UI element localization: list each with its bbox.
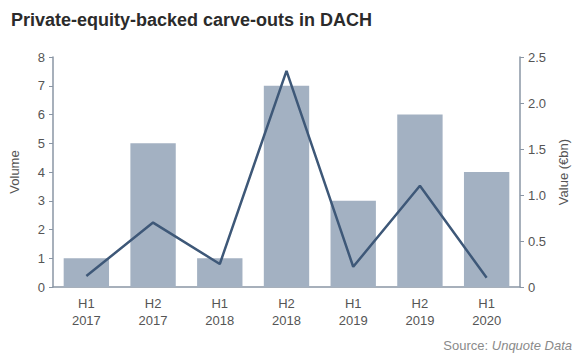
svg-text:Value (€bn): Value (€bn)	[556, 139, 571, 205]
svg-text:6: 6	[38, 107, 45, 122]
svg-text:H1: H1	[478, 296, 495, 311]
svg-text:2: 2	[38, 222, 45, 237]
svg-text:Source:: Source:	[443, 338, 491, 353]
svg-text:7: 7	[38, 78, 45, 93]
svg-text:2017: 2017	[139, 313, 168, 328]
svg-text:2018: 2018	[205, 313, 234, 328]
svg-text:2018: 2018	[272, 313, 301, 328]
svg-text:5: 5	[38, 136, 45, 151]
svg-text:H1: H1	[345, 296, 362, 311]
svg-text:H2: H2	[412, 296, 429, 311]
svg-text:8: 8	[38, 50, 45, 65]
svg-text:2.0: 2.0	[528, 96, 546, 111]
svg-text:H1: H1	[78, 296, 95, 311]
svg-text:2.5: 2.5	[528, 50, 546, 65]
svg-text:Volume: Volume	[7, 150, 22, 193]
svg-text:4: 4	[38, 165, 45, 180]
svg-text:Unquote Data: Unquote Data	[492, 338, 572, 353]
svg-text:H2: H2	[278, 296, 295, 311]
svg-text:2019: 2019	[405, 313, 434, 328]
svg-text:3: 3	[38, 193, 45, 208]
svg-text:2019: 2019	[339, 313, 368, 328]
svg-text:Private-equity-backed carve-ou: Private-equity-backed carve-outs in DACH	[11, 10, 372, 30]
svg-text:0: 0	[38, 280, 45, 295]
svg-text:1: 1	[38, 251, 45, 266]
svg-text:1.5: 1.5	[528, 142, 546, 157]
svg-text:H2: H2	[145, 296, 162, 311]
svg-text:0: 0	[528, 280, 535, 295]
svg-text:2020: 2020	[472, 313, 501, 328]
svg-text:0.5: 0.5	[528, 234, 546, 249]
svg-text:H1: H1	[211, 296, 228, 311]
svg-text:2017: 2017	[72, 313, 101, 328]
svg-text:1.0: 1.0	[528, 188, 546, 203]
